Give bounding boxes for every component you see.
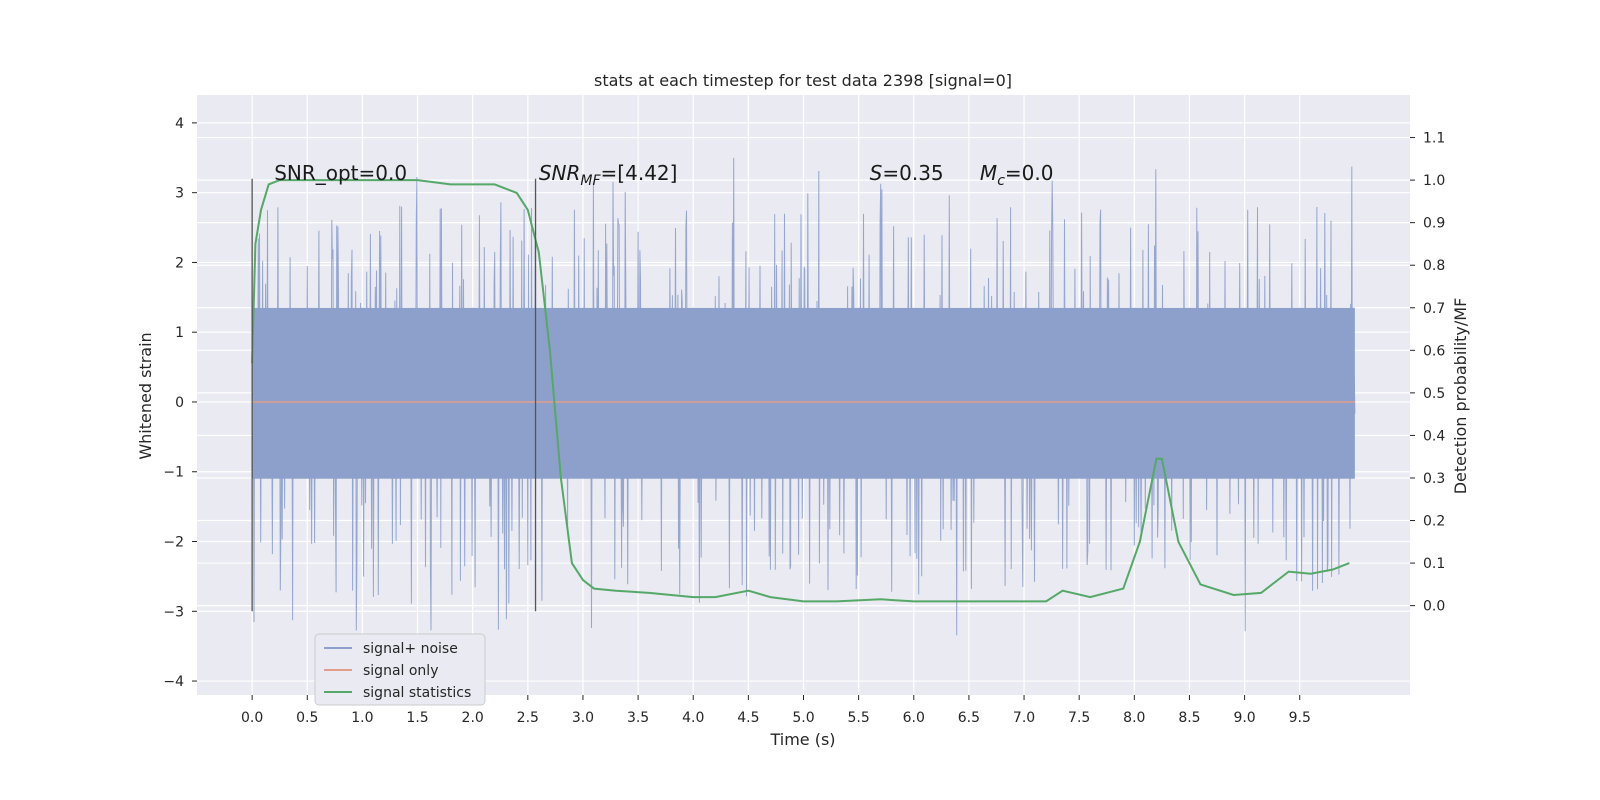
x-tick-label: 0.5 — [296, 710, 318, 726]
legend: signal+ noise signal only signal statistic… — [314, 633, 486, 706]
right-y-tick-label: 0.2 — [1423, 514, 1445, 530]
y-tick-label: −2 — [163, 535, 184, 551]
y-tick-label: −1 — [163, 465, 184, 481]
signal-noise-band — [252, 307, 1355, 479]
y-tick-label: 3 — [175, 186, 184, 202]
annotation-text: Mc=0.0 — [980, 161, 1054, 189]
y-axis-label: Whitened strain — [136, 332, 155, 459]
y-tick-label: 2 — [175, 255, 184, 271]
vertical-markers — [251, 178, 537, 612]
legend-label: signal only — [363, 663, 438, 679]
x-tick-label: 9.5 — [1289, 710, 1311, 726]
right-y-tick-label: 0.8 — [1423, 258, 1445, 274]
right-y-axis-label: Detection probability/MF — [1451, 298, 1470, 495]
legend-label: signal statistics — [363, 685, 471, 701]
right-y-tick-label: 0.4 — [1423, 428, 1445, 444]
annotations: SNR_opt=0.0 SNRMF=[4.42] S=0.35 Mc=0.0 — [274, 161, 1053, 189]
y-axis-ticks: −4 −3 −2 −1 0 1 2 3 4 — [163, 116, 197, 690]
series-signal-noise — [251, 157, 1356, 636]
right-y-axis-ticks: 0.0 0.1 0.2 0.3 0.4 0.5 0.6 0.7 0.8 0.9 1.0 1.1 — [1410, 131, 1445, 615]
x-tick-label: 9.0 — [1233, 710, 1255, 726]
annotation-text: SNRMF=[4.42] — [539, 161, 678, 189]
x-tick-label: 7.5 — [1068, 710, 1090, 726]
series-signal-statistics-line — [251, 179, 1350, 603]
x-tick-label: 6.0 — [903, 710, 925, 726]
right-y-tick-label: 1.1 — [1423, 131, 1445, 147]
y-tick-label: 1 — [175, 325, 184, 341]
x-tick-label: 4.0 — [682, 710, 704, 726]
legend-box — [314, 633, 486, 706]
x-tick-label: 8.5 — [1178, 710, 1200, 726]
x-tick-label: 3.0 — [572, 710, 594, 726]
y-tick-label: 4 — [175, 116, 184, 132]
chart-title: stats at each timestep for test data 239… — [594, 71, 1012, 90]
right-y-tick-label: 0.0 — [1423, 599, 1445, 615]
x-tick-label: 3.5 — [627, 710, 649, 726]
y-tick-label: 0 — [175, 395, 184, 411]
x-axis-label: Time (s) — [769, 730, 835, 749]
x-tick-label: 8.0 — [1123, 710, 1145, 726]
x-tick-label: 0.0 — [241, 710, 263, 726]
right-y-tick-label: 1.0 — [1423, 173, 1445, 189]
series-lines — [251, 179, 1355, 603]
right-y-tick-label: 0.7 — [1423, 301, 1445, 317]
x-tick-label: 2.0 — [462, 710, 484, 726]
x-tick-label: 7.0 — [1013, 710, 1035, 726]
x-tick-label: 1.0 — [351, 710, 373, 726]
right-y-tick-label: 0.5 — [1423, 386, 1445, 402]
legend-label: signal+ noise — [363, 641, 458, 657]
x-tick-label: 5.5 — [848, 710, 870, 726]
right-y-tick-label: 0.6 — [1423, 343, 1445, 359]
x-tick-label: 4.5 — [737, 710, 759, 726]
y-tick-label: −3 — [163, 604, 184, 620]
x-axis-ticks: 0.0 0.5 1.0 1.5 2.0 2.5 3.0 3.5 4.0 4.5 5.0 5.5 6.0 6… — [241, 695, 1311, 726]
x-tick-label: 5.0 — [792, 710, 814, 726]
right-y-tick-label: 0.3 — [1423, 471, 1445, 487]
annotation-text: SNR_opt=0.0 — [274, 161, 407, 185]
x-tick-label: 1.5 — [406, 710, 428, 726]
right-y-tick-label: 0.1 — [1423, 556, 1445, 572]
x-tick-label: 2.5 — [517, 710, 539, 726]
annotation-text: S=0.35 — [870, 161, 944, 185]
y-tick-label: −4 — [163, 674, 184, 690]
x-tick-label: 6.5 — [958, 710, 980, 726]
right-y-tick-label: 0.9 — [1423, 216, 1445, 232]
